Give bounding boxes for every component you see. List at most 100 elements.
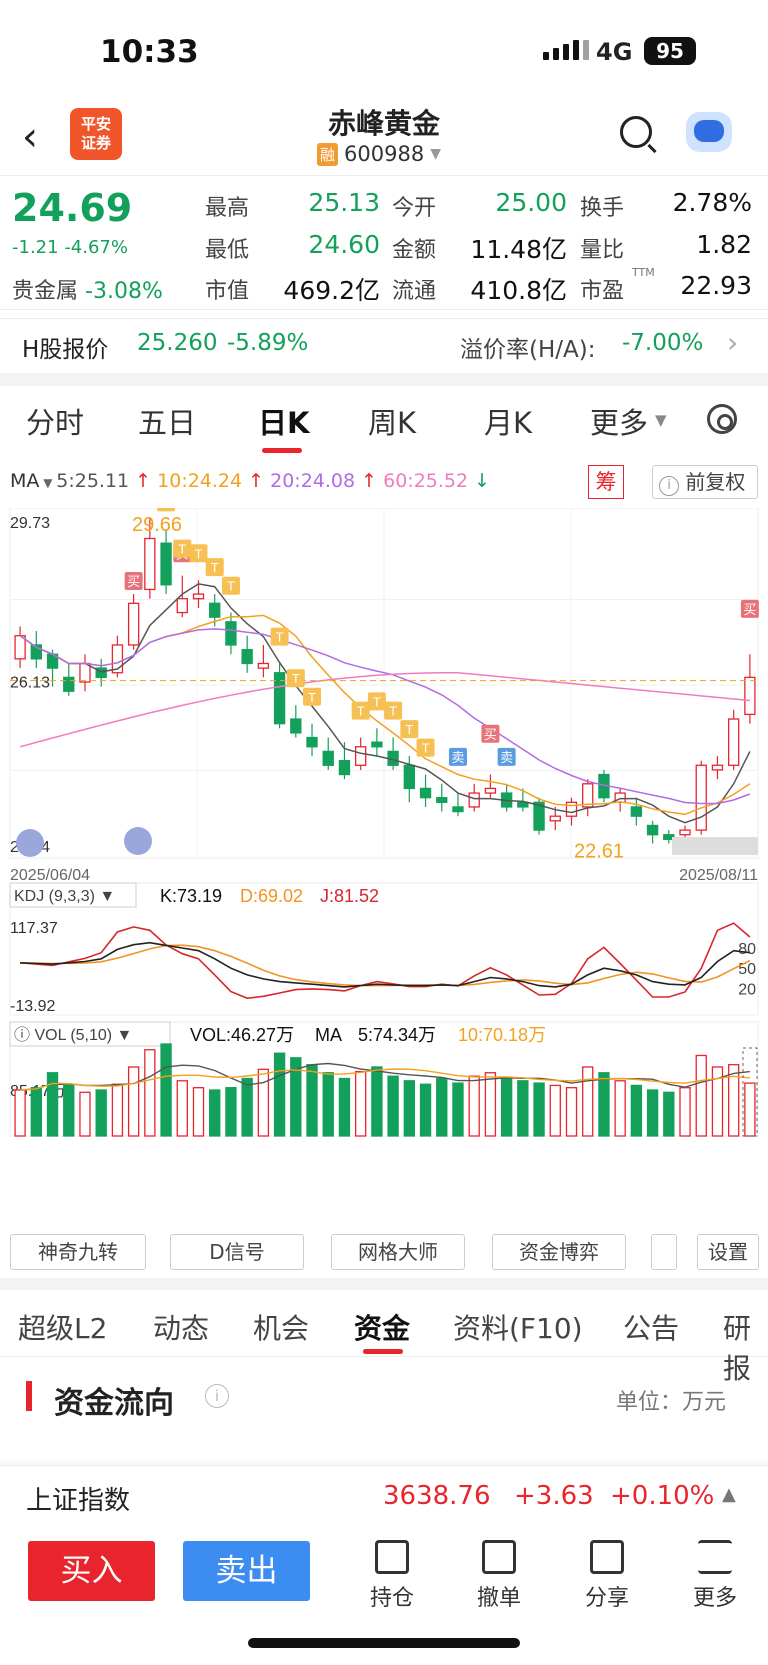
buy-tag — [740, 599, 759, 618]
volume-bar — [598, 1072, 610, 1137]
buy-button[interactable]: 买入 — [28, 1541, 155, 1601]
tool-button-2[interactable]: 网格大师 — [331, 1234, 465, 1270]
kdj-j-line — [20, 922, 751, 1000]
volume-bar — [727, 1064, 740, 1137]
back-button[interactable]: ‹ — [22, 114, 38, 160]
volume-bar — [436, 1077, 448, 1137]
tab-period-3[interactable]: 周K — [368, 406, 417, 440]
h-share-price: 25.260 — [137, 330, 218, 356]
y-max-label: 29.73 — [10, 515, 50, 532]
stat-label: 最高 — [205, 196, 250, 221]
candle — [63, 676, 75, 692]
stock-code-selector[interactable]: 融 600988 ▼ — [317, 142, 441, 166]
t-tag-text: T — [308, 690, 316, 705]
sell-button[interactable]: 卖出 — [183, 1541, 310, 1601]
kdj-j: J:81.52 — [320, 886, 379, 906]
t-tag-text: T — [195, 546, 203, 561]
search-icon[interactable] — [620, 116, 652, 148]
index-ticker[interactable] — [0, 1465, 768, 1525]
candle — [322, 750, 334, 766]
network-type: 4G — [596, 38, 633, 66]
index-value: 3638.76 — [383, 1481, 491, 1511]
kdj-frame — [9, 882, 759, 1016]
adjust-selector[interactable]: i 前复权 — [652, 465, 758, 499]
volume-bar — [14, 1089, 26, 1137]
info-icon[interactable]: i — [205, 1384, 229, 1408]
chip-distribution-button[interactable]: 筹 — [588, 465, 624, 499]
volume-bar — [63, 1083, 75, 1137]
kline-chart[interactable]: 29.7326.1322.3429.6622.612025/06/042025/… — [0, 508, 768, 1228]
volume-bar — [46, 1072, 59, 1137]
volume-bar — [744, 1082, 756, 1137]
kdj-y-min: -13.92 — [10, 998, 55, 1015]
tool-button-0[interactable]: 神奇九转 — [10, 1234, 146, 1270]
candle — [95, 667, 107, 679]
sector-change[interactable]: 贵金属 -3.08% — [12, 279, 163, 304]
current-vol-marker — [742, 1047, 758, 1137]
h-share-row[interactable] — [0, 318, 768, 373]
candle — [209, 602, 221, 618]
volume-bar — [565, 1087, 578, 1137]
t-tag — [173, 539, 192, 558]
candle — [273, 672, 286, 725]
info-tab-2[interactable]: 机会 — [253, 1312, 310, 1345]
candle — [452, 806, 464, 813]
h-share-pct: -5.89% — [227, 330, 309, 356]
info-tab-1[interactable]: 动态 — [153, 1312, 210, 1345]
tool-button-3[interactable]: 资金博弈 — [492, 1234, 626, 1270]
stat-value: 469.2亿 — [283, 276, 380, 305]
undo-icon — [482, 1540, 516, 1574]
vol-ma5: 5:74.34万 — [358, 1025, 436, 1045]
stat-value: 22.93 — [680, 271, 752, 300]
info-tab-4[interactable]: 资料(F10) — [453, 1312, 583, 1345]
t-tag — [367, 692, 386, 711]
sell-tag — [448, 747, 467, 766]
candle — [111, 644, 124, 674]
tab-period-2[interactable]: 日K — [258, 406, 310, 440]
info-tab-6[interactable]: 研报 — [723, 1312, 752, 1385]
caret-down-icon: ▼ — [655, 411, 667, 429]
tool-button-1[interactable]: D信号 — [170, 1234, 304, 1270]
share-button[interactable]: 分享 — [572, 1540, 642, 1612]
info-tab-0[interactable]: 超级L2 — [18, 1312, 108, 1345]
current-price: 24.69 — [12, 186, 133, 230]
t-tag-text: T — [227, 579, 235, 594]
buy-tag-text: 买 — [484, 727, 497, 742]
candle — [144, 537, 156, 591]
t-tag — [384, 701, 403, 720]
tool-partial[interactable] — [651, 1234, 677, 1270]
ma60-line — [19, 671, 750, 748]
t-tag-text: T — [373, 694, 381, 709]
tab-period-0[interactable]: 分时 — [26, 406, 85, 440]
vol-ma10-line — [20, 1068, 750, 1091]
info-tab-3[interactable]: 资金 — [354, 1312, 411, 1345]
candle — [338, 760, 351, 776]
tool-button-4[interactable]: 设置 — [697, 1234, 759, 1270]
robot-icon[interactable] — [686, 112, 732, 152]
t-tag — [400, 720, 419, 739]
more-button[interactable]: 更多 — [680, 1540, 750, 1612]
candle — [517, 801, 529, 808]
price-change: -1.21 -4.67% — [12, 237, 128, 258]
buy-tag — [481, 724, 500, 743]
current-range-band — [672, 837, 758, 856]
tab-period-1[interactable]: 五日 — [138, 406, 197, 440]
t-tag-text: T — [276, 630, 284, 645]
candle — [582, 783, 594, 808]
info-tab-5[interactable]: 公告 — [623, 1312, 680, 1345]
sell-tag — [497, 747, 516, 766]
t-tag-text: T — [162, 508, 170, 510]
gear-icon[interactable] — [707, 404, 737, 434]
tab-period-5[interactable]: 更多 — [590, 406, 649, 440]
t-tag — [157, 508, 176, 512]
kdj-level: 20 — [738, 981, 756, 998]
candle — [403, 764, 416, 790]
cancel-order-button[interactable]: 撤单 — [464, 1540, 534, 1612]
stat-label: 最低 — [205, 238, 250, 263]
candle — [711, 764, 724, 771]
broker-logo[interactable]: 平安 证券 — [70, 108, 122, 160]
positions-button[interactable]: 持仓 — [357, 1540, 427, 1612]
caret-down-icon: ▼ — [430, 146, 441, 162]
tab-period-4[interactable]: 月K — [484, 406, 533, 440]
stat-label: 金额 — [392, 238, 437, 263]
